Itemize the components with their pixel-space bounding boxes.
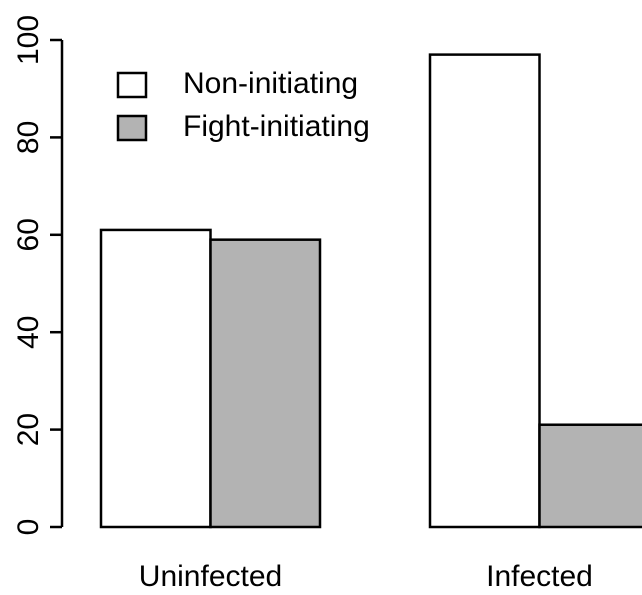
bar: [538, 423, 642, 529]
bar: [99, 228, 212, 529]
y-tick-label: 0: [12, 519, 45, 536]
bar: [428, 53, 541, 529]
bar: [209, 238, 322, 529]
legend-label: Non-initiating: [183, 67, 358, 100]
legend-swatch: [116, 71, 148, 99]
x-tick-label: Uninfected: [139, 560, 282, 593]
y-tick-label: 20: [12, 413, 45, 446]
x-tick-label: Infected: [486, 560, 593, 593]
legend-label: Fight-initiating: [183, 110, 370, 143]
legend: Non-initiating Fight-initiating: [116, 67, 370, 143]
y-tick-label: 40: [12, 316, 45, 349]
y-tick-label: 60: [12, 218, 45, 251]
y-tick-label: 80: [12, 121, 45, 154]
y-tick-label: 100: [12, 15, 45, 65]
legend-swatch: [116, 114, 148, 142]
